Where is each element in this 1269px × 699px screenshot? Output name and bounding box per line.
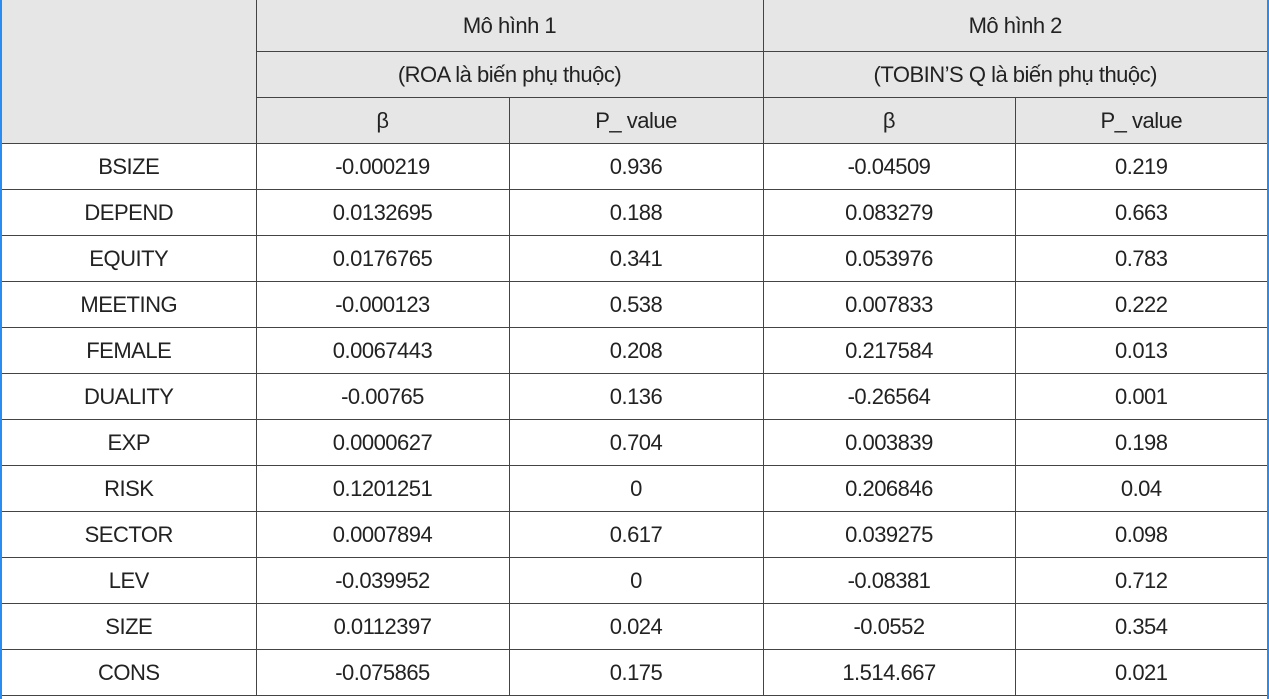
variable-name: DEPEND	[2, 189, 257, 236]
data-row: BSIZE -0.000219 0.936 -0.04509 0.219	[2, 143, 1267, 190]
variable-name: BSIZE	[2, 143, 257, 190]
value-cell: 0.198	[1014, 419, 1267, 466]
value-cell: 0.175	[508, 649, 764, 696]
header-row: Mô hình 1 Mô hình 2	[2, 0, 1267, 144]
column-header: P_ value	[1014, 97, 1267, 144]
data-row: SIZE 0.0112397 0.024 -0.0552 0.354	[2, 603, 1267, 650]
value-cell: 0.538	[508, 281, 764, 328]
column-header: P_ value	[508, 97, 764, 144]
value-cell: 0.013	[1014, 327, 1267, 374]
data-row: FEMALE 0.0067443 0.208 0.217584 0.013	[2, 327, 1267, 374]
value-cell: 0.003839	[762, 419, 1016, 466]
model-header: Mô hình 1	[255, 0, 764, 52]
value-cell: 0.206846	[762, 465, 1016, 512]
value-cell: -0.26564	[762, 373, 1016, 420]
value-cell: 0.0132695	[255, 189, 510, 236]
data-row: EQUITY 0.0176765 0.341 0.053976 0.783	[2, 235, 1267, 282]
data-row: LEV -0.039952 0 -0.08381 0.712	[2, 557, 1267, 604]
data-row: EXP 0.0000627 0.704 0.003839 0.198	[2, 419, 1267, 466]
model-subheader: (TOBIN’S Q là biến phụ thuộc)	[762, 51, 1267, 98]
column-header: β	[762, 97, 1016, 144]
variable-name: MEETING	[2, 281, 257, 328]
value-cell: 0.712	[1014, 557, 1267, 604]
value-cell: 0.039275	[762, 511, 1016, 558]
value-cell: 0	[508, 557, 764, 604]
data-row: SECTOR 0.0007894 0.617 0.039275 0.098	[2, 511, 1267, 558]
value-cell: -0.000123	[255, 281, 510, 328]
value-cell: 0.136	[508, 373, 764, 420]
value-cell: -0.00765	[255, 373, 510, 420]
variable-name: SIZE	[2, 603, 257, 650]
data-row: RISK 0.1201251 0 0.206846 0.04	[2, 465, 1267, 512]
value-cell: 0	[508, 465, 764, 512]
column-header: β	[256, 97, 510, 144]
value-cell: 1.514.667	[762, 649, 1016, 696]
value-cell: 0.354	[1014, 603, 1267, 650]
model-subheader: (ROA là biến phụ thuộc)	[256, 51, 764, 98]
value-cell: 0.783	[1014, 235, 1267, 282]
variable-name: CONS	[2, 649, 257, 696]
value-cell: -0.0552	[762, 603, 1016, 650]
variable-name: SECTOR	[2, 511, 257, 558]
value-cell: 0.208	[508, 327, 764, 374]
value-cell: 0.341	[508, 235, 764, 282]
variable-name: EXP	[2, 419, 257, 466]
value-cell: -0.000219	[255, 143, 510, 190]
value-cell: 0.083279	[762, 189, 1016, 236]
value-cell: 0.024	[508, 603, 764, 650]
value-cell: 0.021	[1014, 649, 1267, 696]
value-cell: 0.188	[508, 189, 764, 236]
value-cell: 0.0000627	[255, 419, 510, 466]
value-cell: 0.04	[1014, 465, 1267, 512]
header-row: β P_ value β P_ value	[2, 97, 1267, 144]
value-cell: 0.0067443	[255, 327, 510, 374]
value-cell: -0.08381	[762, 557, 1016, 604]
value-cell: 0.1201251	[255, 465, 510, 512]
value-cell: 0.936	[508, 143, 764, 190]
data-row: DEPEND 0.0132695 0.188 0.083279 0.663	[2, 189, 1267, 236]
model-header: Mô hình 2	[762, 0, 1267, 52]
value-cell: 0.0007894	[255, 511, 510, 558]
value-cell: 0.0112397	[255, 603, 510, 650]
variable-name: LEV	[2, 557, 257, 604]
header-row: (ROA là biến phụ thuộc) (TOBIN’S Q là biế…	[2, 51, 1267, 98]
variable-name: DUALITY	[2, 373, 257, 420]
data-row: CONS -0.075865 0.175 1.514.667 0.021	[2, 649, 1267, 696]
value-cell: 0.098	[1014, 511, 1267, 558]
value-cell: 0.007833	[762, 281, 1016, 328]
variable-name: RISK	[2, 465, 257, 512]
value-cell: 0.219	[1014, 143, 1267, 190]
data-row: MEETING -0.000123 0.538 0.007833 0.222	[2, 281, 1267, 328]
corner-cell	[2, 0, 257, 144]
value-cell: 0.617	[508, 511, 764, 558]
value-cell: 0.053976	[762, 235, 1016, 282]
value-cell: 0.663	[1014, 189, 1267, 236]
value-cell: 0.217584	[762, 327, 1016, 374]
variable-name: FEMALE	[2, 327, 257, 374]
value-cell: -0.075865	[255, 649, 510, 696]
data-row: DUALITY -0.00765 0.136 -0.26564 0.001	[2, 373, 1267, 420]
value-cell: 0.704	[508, 419, 764, 466]
value-cell: 0.222	[1014, 281, 1267, 328]
value-cell: -0.039952	[255, 557, 510, 604]
value-cell: -0.04509	[762, 143, 1016, 190]
variable-name: EQUITY	[2, 235, 257, 282]
value-cell: 0.0176765	[255, 235, 510, 282]
value-cell: 0.001	[1014, 373, 1267, 420]
